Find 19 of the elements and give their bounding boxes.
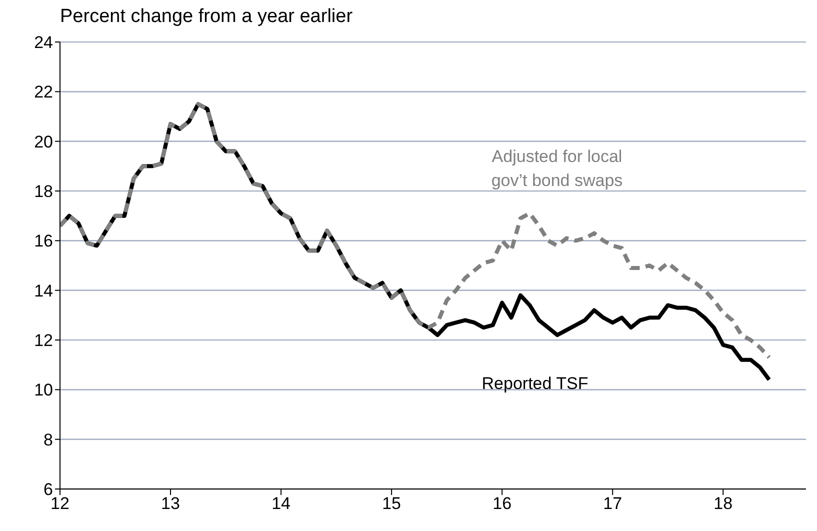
y-tick-label: 8	[44, 430, 53, 450]
y-tick-label: 20	[34, 132, 53, 152]
text: Reported TSF	[482, 373, 588, 395]
x-tick-label: 13	[161, 494, 180, 514]
y-tick-label: 12	[34, 331, 53, 350]
x-tick-label: 17	[603, 494, 622, 514]
x-tick-label: 14	[272, 494, 290, 514]
x-tick-label: 18	[714, 494, 733, 514]
y-tick-label: 18	[34, 182, 53, 202]
y-tick-label: 10	[34, 380, 53, 400]
y-tick-label: 16	[34, 232, 53, 251]
y-tick-label: 14	[34, 281, 53, 300]
y-tick-label: 6	[44, 480, 53, 500]
y-tick-label: 24	[34, 33, 53, 52]
x-tick-label: 16	[492, 494, 512, 514]
x-tick-label: 15	[382, 494, 402, 514]
y-axis-title: Percent change from a year earlier	[60, 6, 353, 28]
y-tick-label: 22	[34, 82, 53, 102]
text: Adjusted for local gov’t bond swaps	[491, 146, 623, 192]
